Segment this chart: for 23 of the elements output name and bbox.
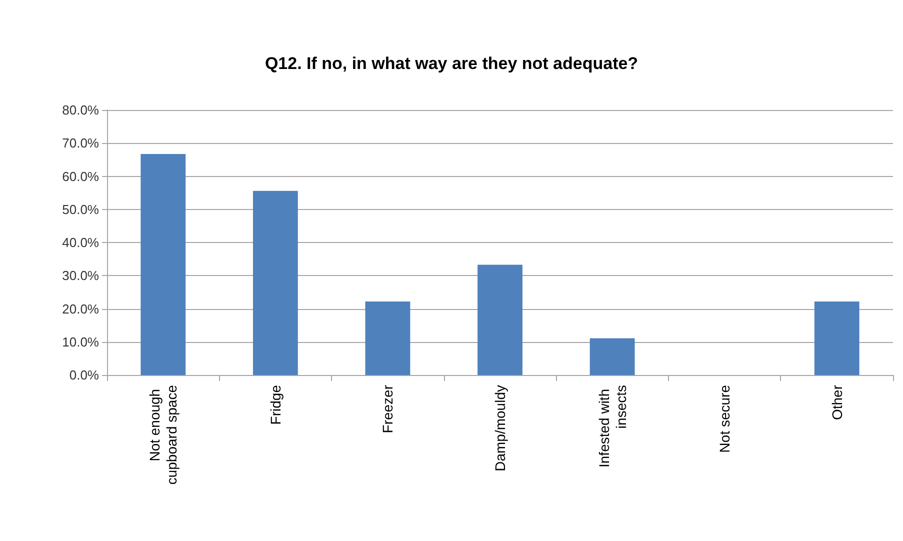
bar: [252, 190, 298, 375]
bar: [590, 338, 635, 375]
x-tick-label: Infested with insects: [596, 385, 629, 468]
x-tick-label: Other: [828, 384, 845, 420]
chart-title: Q12. If no, in what way are they not adequate?: [264, 54, 638, 73]
y-tick-label: 0.0%: [69, 368, 100, 382]
y-tick-label: 10.0%: [62, 334, 100, 350]
bar: [140, 154, 186, 375]
y-tick-label: 30.0%: [62, 268, 100, 284]
x-tick-label: Freezer: [380, 384, 396, 434]
x-tick-label: Not secure: [716, 384, 733, 453]
bar: [478, 264, 522, 375]
bar: [814, 301, 860, 375]
y-tick-label: 80.0%: [62, 102, 100, 118]
y-tick-label: 60.0%: [62, 168, 100, 184]
y-tick-label: 20.0%: [62, 301, 100, 316]
x-tick-label: Fridge: [267, 384, 284, 425]
y-tick-label: 50.0%: [62, 202, 100, 217]
x-tick-label: Damp/mouldy: [492, 385, 508, 472]
y-tick-label: 40.0%: [62, 235, 100, 250]
bar: [365, 301, 410, 375]
x-tick-label: Not enough cupboard space: [146, 384, 180, 485]
y-tick-label: 70.0%: [62, 136, 100, 151]
